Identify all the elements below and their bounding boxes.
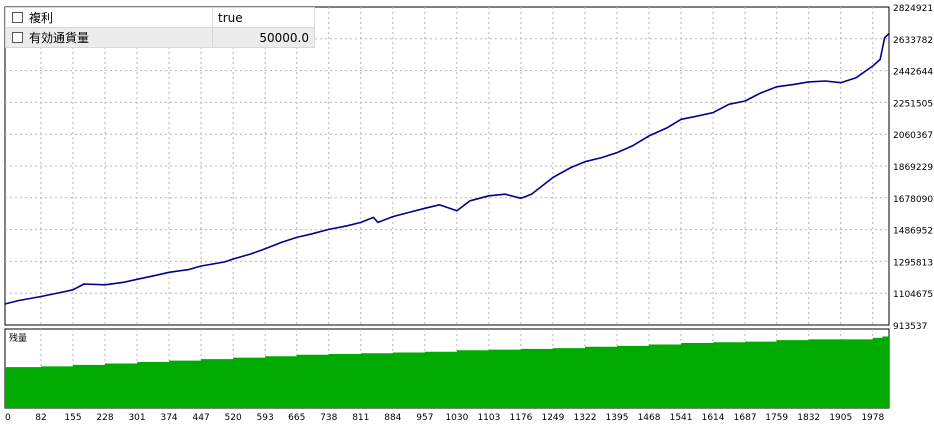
param-checkbox[interactable] — [12, 32, 23, 43]
y-tick-label: 2824921 — [893, 4, 933, 14]
param-name-cell: 複利 — [5, 7, 213, 28]
x-tick-label: 1759 — [765, 413, 788, 423]
x-tick-label: 1249 — [541, 413, 564, 423]
x-tick-label: 1395 — [606, 413, 629, 423]
volume-area — [5, 335, 889, 408]
x-axis: 0 82 155 228 301 374 447 520 593 665 738 811 884 957 1… — [5, 413, 884, 423]
y-tick-label: 1104675 — [893, 290, 933, 300]
balance-y-axis: 2824921 2633782 2442644 2251505 2060367 18692… — [893, 4, 933, 332]
y-tick-label: 2442644 — [893, 68, 933, 78]
x-tick-label: 1322 — [574, 413, 597, 423]
param-row: 有効通貨量 50000.0 — [5, 27, 315, 48]
x-tick-label: 593 — [257, 413, 274, 423]
y-tick-label: 1678090 — [893, 195, 933, 205]
x-tick-label: 1905 — [829, 413, 852, 423]
x-tick-label: 957 — [416, 413, 433, 423]
x-tick-label: 665 — [288, 413, 305, 423]
y-tick-label: 1486952 — [893, 227, 933, 237]
param-value: 50000.0 — [212, 27, 315, 48]
x-tick-label: 155 — [64, 413, 81, 423]
y-tick-label: 913537 — [893, 322, 927, 332]
balance-line — [4, 33, 890, 305]
x-tick-label: 520 — [225, 413, 242, 423]
x-tick-label: 1832 — [797, 413, 820, 423]
volume-pane-title: 残量 — [9, 332, 27, 344]
param-value: true — [212, 7, 315, 28]
x-tick-label: 1030 — [445, 413, 468, 423]
balance-gridlines — [5, 7, 889, 325]
x-tick-label: 1978 — [861, 413, 884, 423]
x-tick-label: 301 — [128, 413, 145, 423]
parameter-table: 複利 true 有効通貨量 50000.0 — [5, 7, 315, 48]
param-name-cell: 有効通貨量 — [5, 27, 213, 48]
x-tick-label: 0 — [5, 413, 11, 423]
x-tick-label: 884 — [384, 413, 401, 423]
x-tick-label: 1687 — [734, 413, 757, 423]
x-tick-label: 1468 — [638, 413, 661, 423]
y-tick-label: 2251505 — [893, 99, 933, 109]
param-name: 有効通貨量 — [29, 31, 90, 45]
x-tick-label: 1103 — [477, 413, 500, 423]
x-tick-label: 228 — [96, 413, 113, 423]
y-tick-label: 2060367 — [893, 131, 933, 141]
x-tick-label: 738 — [320, 413, 337, 423]
param-name: 複利 — [29, 11, 54, 25]
param-checkbox[interactable] — [12, 12, 23, 23]
y-tick-label: 2633782 — [893, 36, 933, 46]
x-tick-label: 1614 — [702, 413, 725, 423]
x-tick-label: 1541 — [670, 413, 693, 423]
y-tick-label: 1869229 — [893, 163, 933, 173]
y-tick-label: 1295813 — [893, 258, 933, 268]
x-tick-label: 374 — [160, 413, 177, 423]
param-row: 複利 true — [5, 7, 315, 28]
x-tick-label: 811 — [352, 413, 369, 423]
x-tick-label: 82 — [35, 413, 46, 423]
x-tick-label: 1176 — [509, 413, 532, 423]
x-tick-label: 447 — [193, 413, 210, 423]
